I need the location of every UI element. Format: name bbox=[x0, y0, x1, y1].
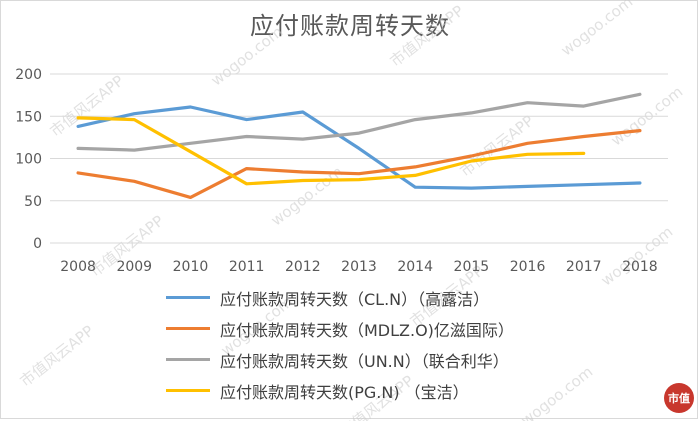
legend: 应付账款周转天数（CL.N）（高露洁） 应付账款周转天数（MDLZ.O)亿滋国际… bbox=[166, 282, 514, 406]
x-tick-label: 2008 bbox=[60, 259, 96, 275]
legend-label-cl: 应付账款周转天数（CL.N）（高露洁） bbox=[220, 289, 490, 309]
legend-swatch-pg bbox=[166, 389, 210, 392]
series-line-cl[interactable] bbox=[76, 105, 642, 190]
watermark-text: wogoo.com bbox=[598, 223, 677, 290]
x-tick-label: 2015 bbox=[454, 259, 490, 275]
series-line-pg[interactable] bbox=[76, 116, 586, 186]
watermark-text: 市值风云APP bbox=[17, 322, 98, 391]
x-tick-label: 2012 bbox=[285, 259, 321, 275]
y-tick-label: 50 bbox=[24, 194, 42, 210]
x-tick-labels: 2008 2009 2010 2011 2012 2013 2014 2015 2016 2017… bbox=[60, 259, 657, 275]
legend-label-pg: 应付账款周转天数(PG.N) （宝洁） bbox=[220, 382, 469, 402]
legend-item-un[interactable]: 应付账款周转天数（UN.N）（联合利华） bbox=[166, 344, 514, 375]
x-tick-label: 2018 bbox=[622, 259, 658, 275]
legend-label-un: 应付账款周转天数（UN.N）（联合利华） bbox=[220, 351, 509, 371]
watermark-text: wogoo.com bbox=[558, 0, 637, 60]
x-tick-label: 2017 bbox=[566, 259, 602, 275]
legend-swatch-mdlz bbox=[166, 327, 210, 330]
x-tick-label: 2009 bbox=[116, 259, 152, 275]
legend-swatch-un bbox=[166, 358, 210, 361]
grid-layer bbox=[50, 73, 668, 244]
y-tick-label: 100 bbox=[15, 152, 42, 168]
x-tick-label: 2016 bbox=[510, 259, 546, 275]
legend-swatch-cl bbox=[166, 296, 210, 299]
chart-title: 应付账款周转天数 bbox=[250, 12, 450, 40]
y-tick-label: 200 bbox=[15, 67, 42, 83]
x-tick-label: 2011 bbox=[229, 259, 265, 275]
y-tick-labels: 0 50 100 150 200 bbox=[15, 67, 42, 252]
x-tick-label: 2013 bbox=[341, 259, 377, 275]
watermark-text: 市值风云APP bbox=[387, 2, 468, 71]
legend-label-mdlz: 应付账款周转天数（MDLZ.O)亿滋国际） bbox=[220, 320, 514, 340]
series-line-un[interactable] bbox=[76, 92, 642, 152]
x-tick-label: 2014 bbox=[397, 259, 433, 275]
y-tick-label: 0 bbox=[33, 236, 42, 252]
legend-item-mdlz[interactable]: 应付账款周转天数（MDLZ.O)亿滋国际） bbox=[166, 313, 514, 344]
brand-logo: 市值 bbox=[664, 383, 694, 413]
x-tick-label: 2010 bbox=[173, 259, 209, 275]
series-layer bbox=[76, 92, 642, 199]
watermark-text: wogoo.com bbox=[518, 363, 597, 421]
legend-item-pg[interactable]: 应付账款周转天数(PG.N) （宝洁） bbox=[166, 375, 514, 406]
watermark-text: 市值风云APP bbox=[47, 72, 128, 141]
series-line-mdlz[interactable] bbox=[76, 129, 642, 199]
watermark-text: 市值风云APP bbox=[457, 112, 538, 181]
y-tick-label: 150 bbox=[15, 109, 42, 125]
watermark-text: wogoo.com bbox=[208, 23, 287, 90]
legend-item-cl[interactable]: 应付账款周转天数（CL.N）（高露洁） bbox=[166, 282, 514, 313]
